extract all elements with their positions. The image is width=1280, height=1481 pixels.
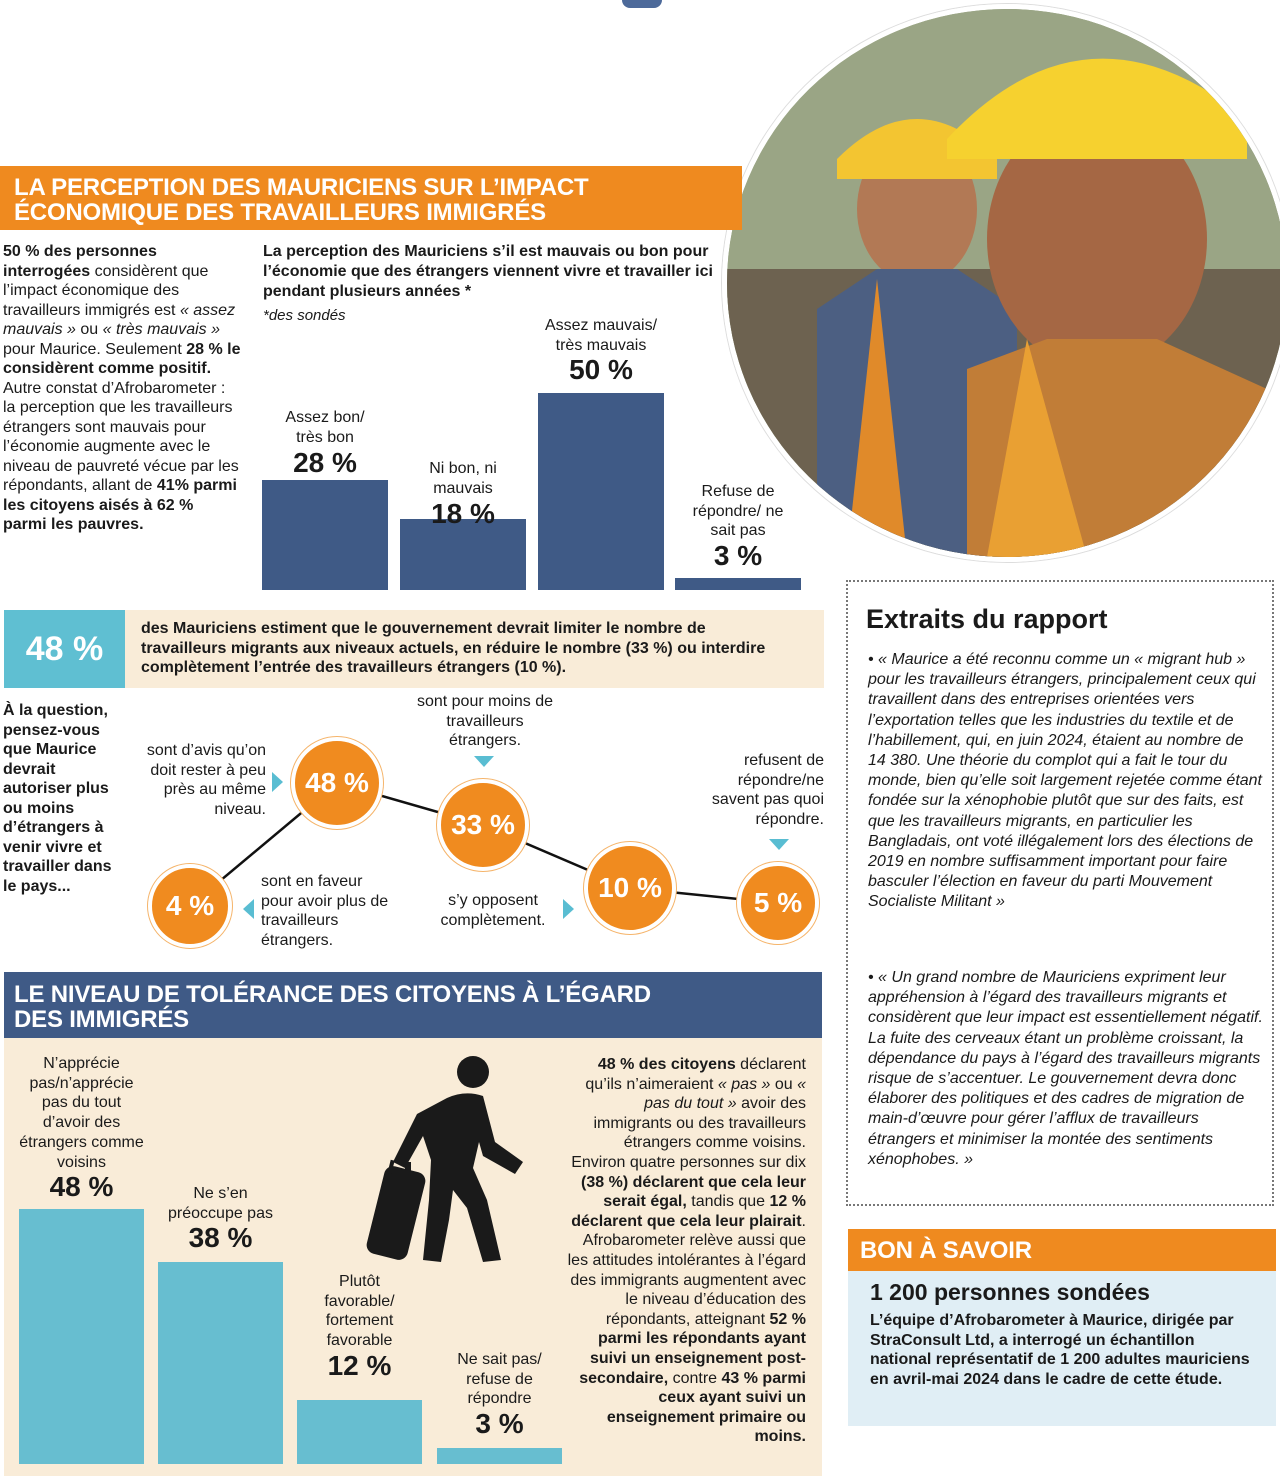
node-10-label: s’y opposent complètement. [440, 892, 546, 929]
section2-text: 48 % des citoyens déclarent qu’ils n’aim… [567, 1056, 806, 1446]
chart2-bar-3 [437, 1448, 562, 1464]
chart1-cat-1: Ni bon, ni mauvais [429, 460, 497, 497]
chart2-cat-0: N’apprécie pas/n’apprécie pas du tout d’… [19, 1055, 144, 1171]
arrow-down-icon [769, 839, 789, 850]
traveler-icon [366, 1056, 523, 1262]
section1-title-bar: LA PERCEPTION DES MAURICIENS SUR L’IMPAC… [0, 166, 742, 230]
node-33-value: 33 % [451, 809, 515, 840]
chart2-bar-0 [19, 1209, 144, 1464]
chart2-val-2: 12 % [327, 1350, 392, 1381]
extraits-title: Extraits du rapport [866, 604, 1108, 634]
chart2-bar-2 [297, 1400, 422, 1464]
extraits-quote-2: • « Un grand nombre de Mauriciens exprim… [868, 969, 1263, 1168]
chart1-bar-1 [400, 519, 526, 590]
chart1-val-3: 3 % [713, 540, 763, 571]
chart1-cat-2: Assez mauvais/ très mauvais [544, 317, 658, 354]
chart1-bar-2 [538, 393, 664, 590]
chart1-cat-0: Assez bon/ très bon [285, 409, 365, 446]
chart2-cat-1: Ne s’en préoccupe pas [168, 1185, 273, 1222]
node-48: 48 % [291, 737, 383, 829]
section1-title-line1: LA PERCEPTION DES MAURICIENS SUR L’IMPAC… [14, 174, 589, 201]
node-4-label: sont en faveur pour avoir plus de travai… [261, 873, 389, 949]
node-48-value: 48 % [305, 767, 369, 798]
bon-title: BON À SAVOIR [860, 1237, 1032, 1264]
node-5-value: 5 % [753, 887, 803, 918]
chart1-val-2: 50 % [569, 354, 633, 385]
extraits-box: Extraits du rapport • « Maurice a été re… [846, 580, 1274, 1206]
chart2-bar-1 [158, 1262, 283, 1464]
node-33: 33 % [437, 779, 529, 871]
bon-a-savoir: BON À SAVOIR 1 200 personnes sondées L’é… [848, 1229, 1276, 1426]
chart2-cat-3: Ne sait pas/ refuse de répondre [457, 1351, 542, 1408]
section1-intro: 50 % des personnes interrogées considère… [3, 243, 241, 533]
chart1-note: *des sondés [263, 307, 346, 324]
arrow-right-icon [563, 899, 574, 919]
node-5: 5 % [737, 862, 819, 944]
node-10: 10 % [584, 842, 676, 934]
node-10-value: 10 % [598, 872, 662, 903]
chart2-val-3: 3 % [475, 1408, 524, 1439]
bon-text: L’équipe d’Afrobarometer à Maurice, diri… [870, 1312, 1250, 1388]
bon-headline: 1 200 personnes sondées [870, 1279, 1150, 1305]
arrow-left-icon [243, 899, 254, 919]
node-5-label: refusent de répondre/ne savent pas quoi … [711, 752, 824, 828]
section2-title-line1: LE NIVEAU DE TOLÉRANCE DES CITOYENS À L’… [14, 981, 651, 1008]
chart1-val-1: 18 % [431, 498, 495, 529]
arrow-down-icon [474, 756, 494, 767]
node-33-label: sont pour moins de travailleurs étranger… [416, 693, 554, 749]
arrow-right-icon [272, 772, 283, 792]
chart2-val-1: 38 % [188, 1222, 253, 1253]
chart1-cat-3: Refuse de répondre/ ne sait pas [692, 483, 784, 539]
banner-48: 48 % des Mauriciens estiment que le gouv… [4, 610, 824, 688]
bon-title-bar: BON À SAVOIR [848, 1229, 1276, 1271]
node-4-value: 4 % [165, 890, 215, 921]
banner-48-text: des Mauriciens estiment que le gouvernem… [141, 620, 766, 676]
node-4: 4 % [148, 864, 232, 948]
chart2-val-0: 48 % [49, 1171, 114, 1202]
chart1-bar-3 [675, 578, 801, 590]
top-logo-fragment [622, 0, 662, 8]
section1-title-line2: ÉCONOMIQUE DES TRAVAILLEURS IMMIGRÉS [14, 199, 546, 226]
question-text: À la question, pensez-vous que Maurice d… [3, 702, 112, 895]
banner-48-pct-box: 48 % [4, 610, 125, 688]
chart2-cat-2: Plutôt favorable/ fortement favorable [324, 1273, 395, 1350]
chart1-title: La perception des Mauriciens s’il est ma… [263, 243, 713, 300]
node-48-label: sont d’avis qu’on doit rester à peu près… [146, 742, 266, 818]
chart1-val-0: 28 % [293, 447, 357, 478]
banner-48-pct: 48 % [25, 629, 104, 668]
section2-title-bar: LE NIVEAU DE TOLÉRANCE DES CITOYENS À L’… [4, 972, 822, 1038]
extraits-quote-1: • « Maurice a été reconnu comme un « mig… [868, 651, 1262, 911]
section2-title-line2: DES IMMIGRÉS [14, 1006, 189, 1033]
chart1-bar-0 [262, 479, 388, 590]
